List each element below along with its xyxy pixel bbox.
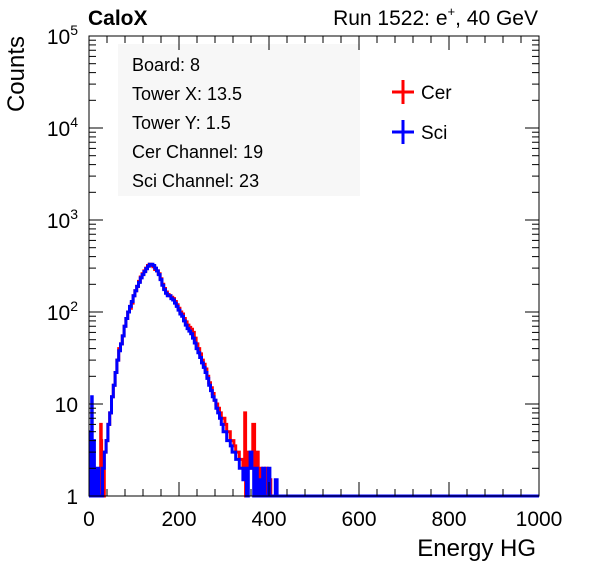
x-tick-label: 0 — [83, 508, 95, 531]
legend-item-sci: Sci — [392, 120, 447, 144]
x-axis-label: Energy HG — [417, 535, 536, 562]
y-axis-label: Counts — [3, 36, 30, 112]
y-tick-base: 1 — [66, 486, 78, 509]
y-tick-exponent: 2 — [70, 298, 78, 314]
y-tick-label: 104 — [47, 114, 78, 141]
y-tick-exponent: 3 — [70, 206, 78, 222]
legend-label: Sci — [421, 123, 447, 144]
info-line: Tower X: 13.5 — [132, 84, 242, 104]
run-superscript: + — [448, 4, 456, 19]
x-tick-label: 800 — [431, 508, 466, 531]
y-tick-label: 102 — [47, 298, 78, 325]
run-prefix: Run 1522: e — [333, 7, 447, 30]
y-tick-base: 10 — [55, 394, 78, 417]
x-tick-label: 400 — [251, 508, 286, 531]
x-tick-label: 600 — [341, 508, 376, 531]
plot-frame — [88, 35, 540, 497]
y-tick-base: 10 — [47, 26, 70, 49]
info-box: Board: 8 Tower X: 13.5 Tower Y: 1.5 Cer Cha… — [118, 44, 360, 196]
legend: Cer Sci — [392, 80, 452, 144]
run-label: Run 1522: e+, 40 GeV — [333, 4, 538, 30]
y-tick-base: 10 — [47, 118, 70, 141]
y-tick-label: 10 — [55, 394, 78, 417]
info-line: Cer Channel: 19 — [132, 142, 263, 162]
info-line: Board: 8 — [132, 55, 200, 75]
legend-item-cer: Cer — [392, 80, 452, 104]
info-box-background — [118, 44, 360, 196]
legend-label: Cer — [421, 83, 452, 104]
y-tick-exponent: 4 — [70, 114, 78, 130]
run-suffix: , 40 GeV — [455, 7, 538, 30]
y-tick-label: 103 — [47, 206, 78, 233]
y-tick-label: 1 — [66, 486, 78, 509]
experiment-label: CaloX — [88, 7, 148, 30]
x-tick-label: 200 — [161, 508, 196, 531]
y-tick-exponent: 5 — [70, 22, 78, 38]
y-tick-base: 10 — [47, 302, 70, 325]
y-tick-label: 105 — [47, 22, 78, 49]
y-tick-base: 10 — [47, 210, 70, 233]
info-line: Sci Channel: 23 — [132, 171, 259, 191]
x-tick-label: 1000 — [516, 508, 563, 531]
info-line: Tower Y: 1.5 — [132, 113, 231, 133]
